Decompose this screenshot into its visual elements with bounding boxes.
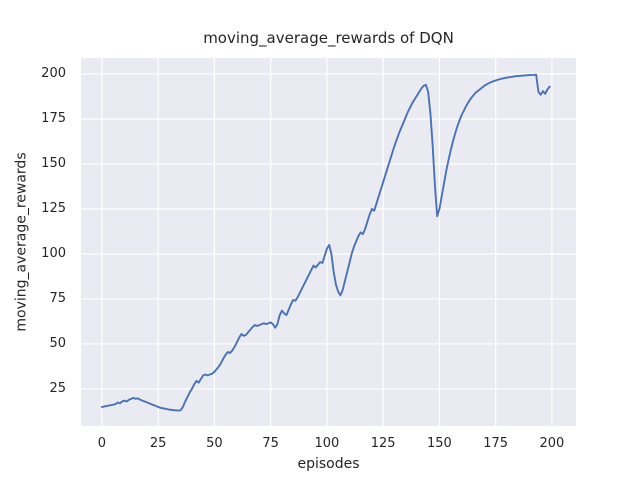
y-tick-label: 50	[49, 335, 66, 351]
x-tick-label: 150	[427, 436, 452, 451]
chart-title: moving_average_rewards of DQN	[203, 29, 454, 47]
x-tick-label: 175	[483, 436, 509, 451]
reward-line	[100, 73, 551, 412]
grid	[81, 58, 576, 426]
x-tick-label: 0	[97, 436, 107, 451]
y-tick-label: 175	[41, 111, 66, 126]
x-tick-label: 100	[314, 436, 340, 451]
y-tick-label: 150	[41, 155, 66, 171]
y-tick-label: 200	[41, 66, 66, 82]
y-tick-label: 75	[49, 290, 66, 306]
x-axis-label: episodes	[297, 456, 360, 472]
x-tick-label: 125	[370, 436, 396, 451]
line-plot-svg	[81, 58, 576, 426]
y-tick-label: 125	[41, 200, 66, 216]
x-tick-label: 75	[262, 436, 279, 451]
x-tick-label: 200	[539, 436, 565, 451]
x-tick-label: 25	[149, 436, 167, 451]
x-tick-label: 50	[206, 436, 223, 451]
y-tick-label: 100	[41, 245, 66, 261]
plot-area	[81, 58, 576, 426]
y-tick-label: 25	[49, 380, 66, 396]
